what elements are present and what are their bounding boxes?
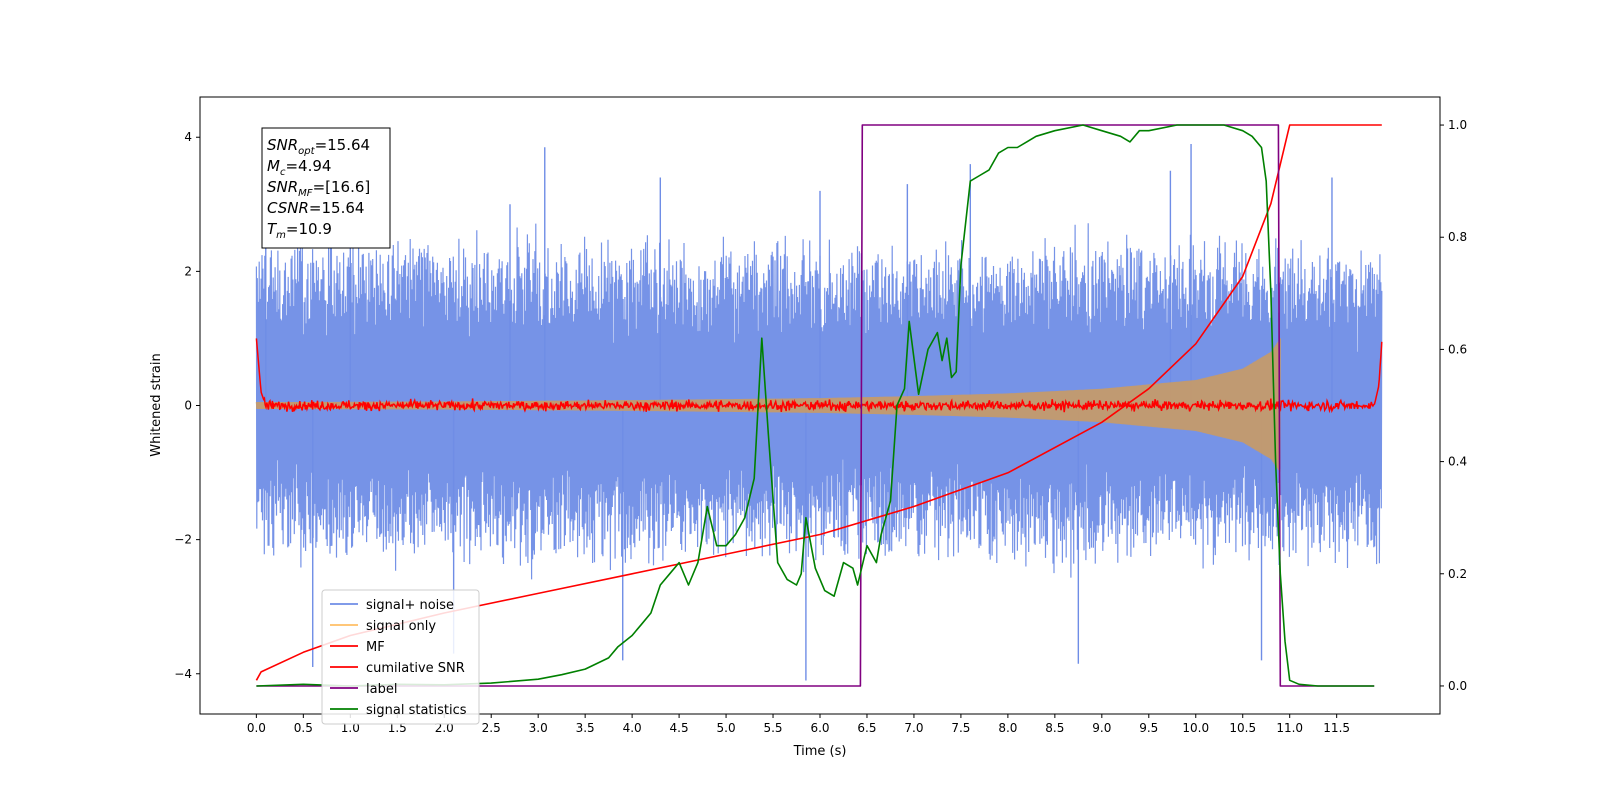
y-right-tick-label: 0.6 xyxy=(1448,342,1467,356)
x-tick-label: 7.5 xyxy=(951,721,970,735)
x-tick-label: 9.5 xyxy=(1139,721,1158,735)
series-line-signal-statistics xyxy=(256,124,1375,687)
stats-line: CSNR=15.64 xyxy=(267,199,364,217)
y-right-tick-label: 0.4 xyxy=(1448,455,1467,469)
legend-label: label xyxy=(366,682,397,697)
y-right-tick-label: 0.2 xyxy=(1448,567,1467,581)
x-tick-label: 2.5 xyxy=(482,721,501,735)
x-tick-label: 8.0 xyxy=(998,721,1017,735)
x-tick-label: 3.5 xyxy=(576,721,595,735)
x-tick-label: 10.5 xyxy=(1229,721,1256,735)
x-tick-label: 11.5 xyxy=(1323,721,1350,735)
stats-line: Mc=4.94 xyxy=(267,157,331,178)
series-line-mf xyxy=(255,338,1383,414)
legend-label: signal statistics xyxy=(366,703,467,718)
legend-frame xyxy=(321,589,480,725)
x-tick-label: 0.5 xyxy=(294,721,313,735)
x-tick-label: 6.5 xyxy=(857,721,876,735)
legend-label: cumilative SNR xyxy=(366,661,465,676)
stats-line: SNRopt=15.64 xyxy=(267,136,370,157)
legend-label: signal+ noise xyxy=(366,598,454,613)
x-tick-label: 8.5 xyxy=(1045,721,1064,735)
x-tick-label: 5.0 xyxy=(717,721,736,735)
stats-line: SNRMF=[16.6] xyxy=(267,178,370,199)
x-tick-label: 4.5 xyxy=(670,721,689,735)
legend: signal+ noise signal only MF cumilative SNR… xyxy=(321,589,480,725)
legend-label: MF xyxy=(366,640,385,655)
y-left-tick-label: 2 xyxy=(184,264,192,278)
stats-box: SNRopt=15.64Mc=4.94SNRMF=[16.6]CSNR=15.6… xyxy=(261,127,391,249)
x-tick-label: 11.0 xyxy=(1276,721,1303,735)
y-left-tick-label: −2 xyxy=(174,533,192,547)
x-tick-label: 10.0 xyxy=(1182,721,1209,735)
y-left-tick-label: 4 xyxy=(184,130,192,144)
y-left-tick-label: 0 xyxy=(184,399,192,413)
x-axis-label: Time (s) xyxy=(793,744,847,759)
x-tick-label: 9.0 xyxy=(1092,721,1111,735)
y-right-tick-label: 0.8 xyxy=(1448,230,1467,244)
stats-box-frame xyxy=(261,127,391,249)
y-right-tick-label: 0.0 xyxy=(1448,679,1467,693)
x-tick-label: 3.0 xyxy=(529,721,548,735)
legend-label: signal only xyxy=(366,619,436,634)
series-line-signal-noise xyxy=(255,223,1383,580)
series-line-signal-only xyxy=(255,338,1281,472)
y-right-tick-label: 1.0 xyxy=(1448,118,1467,132)
x-tick-label: 6.0 xyxy=(810,721,829,735)
y-left-tick-label: −4 xyxy=(174,667,192,681)
x-tick-label: 4.0 xyxy=(623,721,642,735)
stats-line: Tm=10.9 xyxy=(267,220,332,241)
series-line-label xyxy=(256,124,1375,687)
x-tick-label: 0.0 xyxy=(247,721,266,735)
y-axis-label: Whitened strain xyxy=(149,353,164,456)
x-tick-label: 5.5 xyxy=(763,721,782,735)
x-tick-label: 7.0 xyxy=(904,721,923,735)
